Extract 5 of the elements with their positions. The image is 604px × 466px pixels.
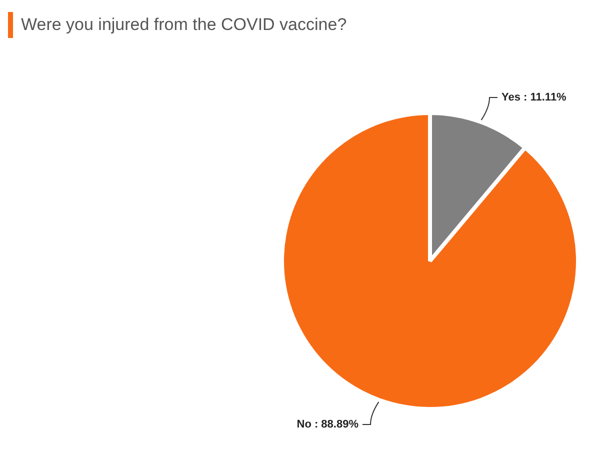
slice-label: Yes — [502, 92, 520, 104]
data-label: : 11.11% — [524, 92, 567, 104]
slice-label: No — [296, 418, 312, 431]
data-label: : 88.89% — [314, 418, 359, 431]
chart-title: Were you injured from the COVID vaccine? — [21, 15, 347, 35]
